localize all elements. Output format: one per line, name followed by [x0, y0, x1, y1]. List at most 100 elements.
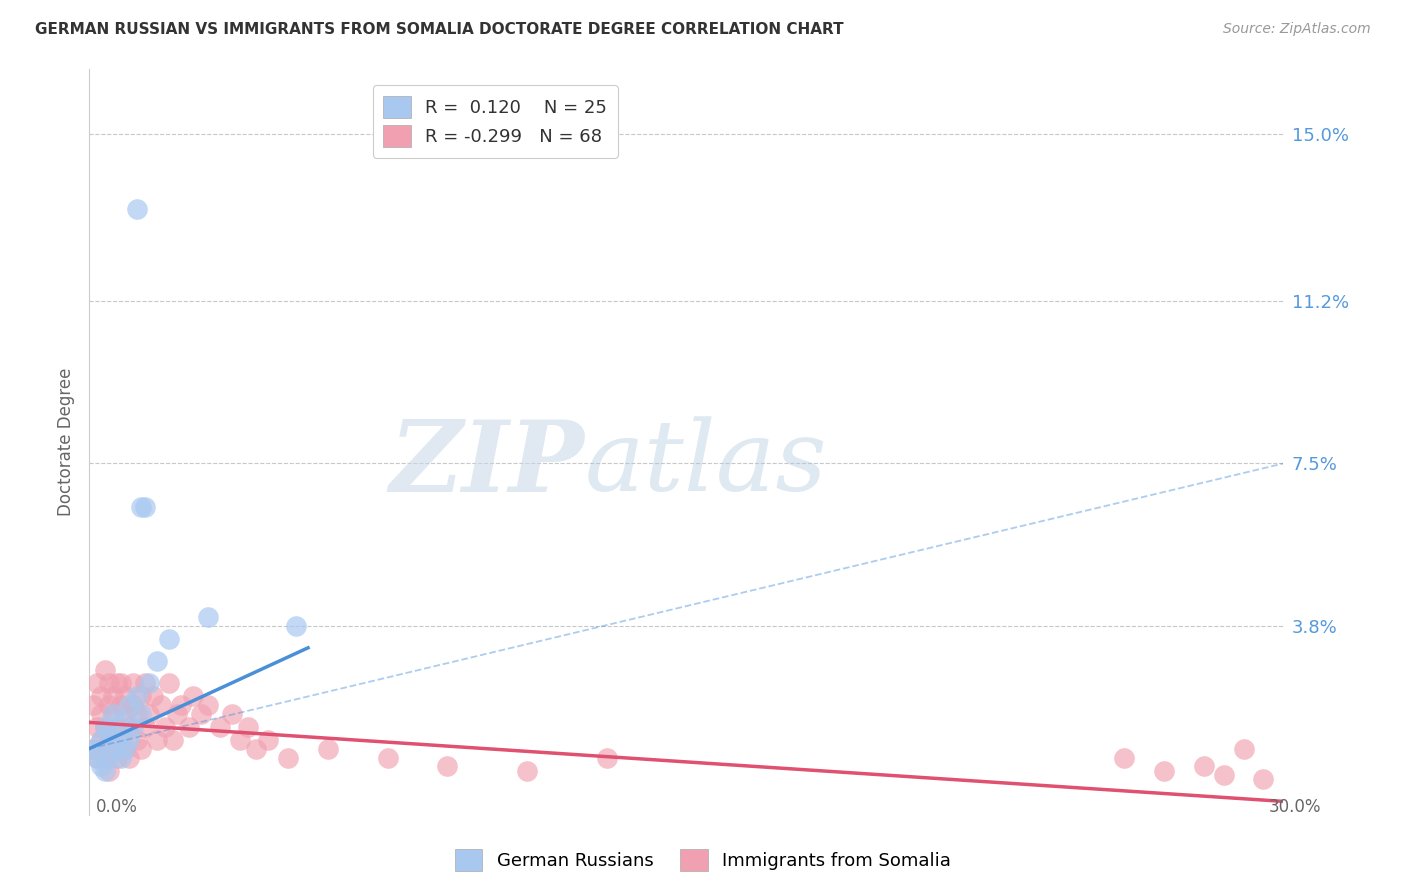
Point — [169, 698, 191, 712]
Point — [121, 676, 143, 690]
Point — [114, 689, 136, 703]
Point — [190, 706, 212, 721]
Point — [436, 759, 458, 773]
Point — [105, 733, 128, 747]
Point — [1253, 772, 1275, 787]
Point — [229, 733, 252, 747]
Point — [142, 689, 165, 703]
Point — [129, 689, 152, 703]
Point — [118, 750, 141, 764]
Point — [245, 741, 267, 756]
Point — [177, 720, 200, 734]
Point — [125, 689, 148, 703]
Text: ZIP: ZIP — [389, 416, 585, 512]
Point — [121, 720, 143, 734]
Point — [129, 500, 152, 515]
Point — [105, 720, 128, 734]
Point — [105, 750, 128, 764]
Point — [209, 720, 232, 734]
Point — [114, 741, 136, 756]
Point — [166, 706, 188, 721]
Text: 0.0%: 0.0% — [96, 798, 138, 816]
Point — [94, 720, 117, 734]
Point — [153, 720, 176, 734]
Point — [101, 741, 124, 756]
Point — [277, 750, 299, 764]
Point — [98, 733, 121, 747]
Text: GERMAN RUSSIAN VS IMMIGRANTS FROM SOMALIA DOCTORATE DEGREE CORRELATION CHART: GERMAN RUSSIAN VS IMMIGRANTS FROM SOMALI… — [35, 22, 844, 37]
Point — [90, 706, 112, 721]
Point — [94, 663, 117, 677]
Point — [90, 759, 112, 773]
Point — [1232, 741, 1254, 756]
Point — [110, 750, 132, 764]
Point — [125, 706, 148, 721]
Legend: German Russians, Immigrants from Somalia: German Russians, Immigrants from Somalia — [449, 842, 957, 879]
Point — [86, 750, 108, 764]
Point — [105, 676, 128, 690]
Point — [138, 706, 160, 721]
Point — [134, 500, 156, 515]
Point — [516, 764, 538, 778]
Text: Source: ZipAtlas.com: Source: ZipAtlas.com — [1223, 22, 1371, 37]
Point — [1153, 764, 1175, 778]
Point — [145, 733, 167, 747]
Legend: R =  0.120    N = 25, R = -0.299   N = 68: R = 0.120 N = 25, R = -0.299 N = 68 — [373, 85, 617, 158]
Point — [82, 741, 104, 756]
Point — [157, 632, 180, 646]
Point — [181, 689, 204, 703]
Point — [149, 698, 172, 712]
Point — [118, 720, 141, 734]
Point — [221, 706, 243, 721]
Point — [316, 741, 339, 756]
Point — [1114, 750, 1136, 764]
Point — [94, 764, 117, 778]
Point — [110, 698, 132, 712]
Point — [110, 715, 132, 730]
Point — [118, 698, 141, 712]
Point — [197, 610, 219, 624]
Point — [125, 202, 148, 216]
Point — [595, 750, 617, 764]
Point — [285, 619, 308, 633]
Point — [101, 741, 124, 756]
Point — [134, 720, 156, 734]
Point — [94, 720, 117, 734]
Point — [90, 733, 112, 747]
Point — [90, 733, 112, 747]
Point — [86, 676, 108, 690]
Point — [86, 720, 108, 734]
Point — [90, 689, 112, 703]
Point — [98, 750, 121, 764]
Point — [110, 733, 132, 747]
Text: 30.0%: 30.0% — [1270, 798, 1322, 816]
Point — [101, 706, 124, 721]
Point — [1212, 768, 1234, 782]
Point — [257, 733, 280, 747]
Point — [98, 676, 121, 690]
Point — [238, 720, 260, 734]
Point — [145, 654, 167, 668]
Point — [98, 724, 121, 739]
Point — [138, 676, 160, 690]
Y-axis label: Doctorate Degree: Doctorate Degree — [58, 368, 75, 516]
Point — [125, 733, 148, 747]
Point — [162, 733, 184, 747]
Point — [134, 676, 156, 690]
Point — [101, 706, 124, 721]
Point — [98, 698, 121, 712]
Point — [114, 741, 136, 756]
Point — [1192, 759, 1215, 773]
Text: atlas: atlas — [585, 417, 828, 512]
Point — [101, 689, 124, 703]
Point — [129, 706, 152, 721]
Point — [377, 750, 399, 764]
Point — [129, 741, 152, 756]
Point — [114, 706, 136, 721]
Point — [86, 750, 108, 764]
Point — [157, 676, 180, 690]
Point — [197, 698, 219, 712]
Point — [82, 741, 104, 756]
Point — [82, 698, 104, 712]
Point — [118, 733, 141, 747]
